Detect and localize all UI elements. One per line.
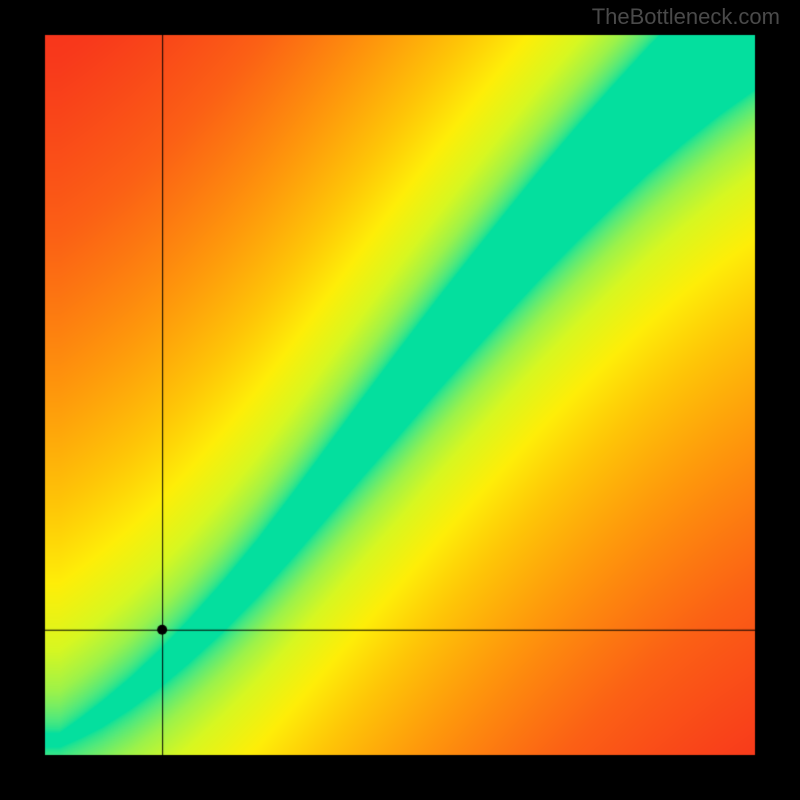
heatmap-chart (0, 0, 800, 800)
watermark-text: TheBottleneck.com (592, 4, 780, 30)
